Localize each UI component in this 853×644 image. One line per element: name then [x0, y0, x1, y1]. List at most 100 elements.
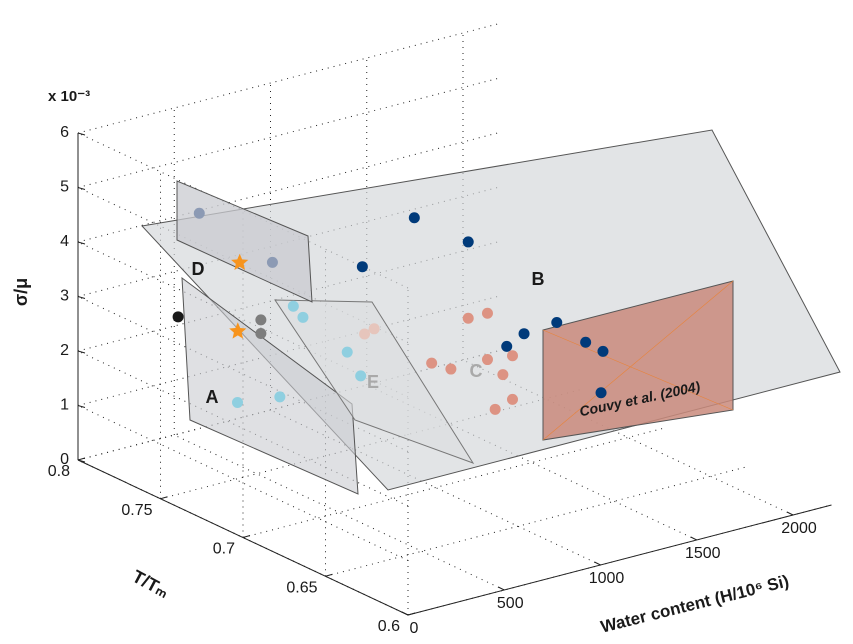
z-tick-label: 4 — [60, 233, 69, 250]
plane-e — [274, 299, 475, 464]
point — [518, 328, 530, 340]
axis-line — [407, 504, 832, 616]
grid-line — [462, 359, 794, 516]
point — [481, 307, 493, 319]
tick-mark — [690, 536, 697, 541]
point — [595, 387, 607, 399]
point — [193, 207, 205, 219]
tick-mark — [77, 457, 86, 461]
grid-line — [77, 22, 502, 134]
grid-line — [160, 388, 585, 500]
annotation: D — [192, 259, 205, 279]
couvy-diagonal — [542, 329, 734, 411]
tick-mark — [594, 561, 601, 566]
point — [359, 328, 371, 340]
x-tick-label: 1000 — [589, 570, 625, 587]
tick-mark — [498, 586, 505, 591]
plane-d — [176, 180, 313, 303]
marks-layer — [172, 207, 609, 415]
tick-mark — [160, 496, 168, 500]
couvy-diagonal — [542, 280, 734, 441]
grid-line — [77, 186, 502, 297]
point — [462, 312, 474, 324]
point — [355, 370, 367, 382]
z-axis-label: σ/μ — [11, 278, 31, 306]
tick-mark — [242, 535, 251, 538]
grid-line — [77, 405, 409, 561]
star-point — [231, 253, 249, 270]
point — [232, 396, 243, 408]
point — [597, 345, 609, 357]
grid-line — [270, 409, 601, 566]
annotation: C — [470, 361, 483, 381]
annotation: A — [206, 387, 219, 407]
grid-line — [77, 295, 502, 406]
point — [255, 327, 267, 339]
tick-mark — [786, 511, 794, 516]
z-tick-label: 2 — [60, 342, 69, 359]
tick-mark — [77, 459, 86, 463]
point — [341, 346, 353, 358]
x-tick-label: 0 — [410, 620, 419, 637]
point — [580, 336, 592, 348]
point — [368, 323, 380, 335]
point — [551, 316, 563, 328]
point — [172, 311, 184, 323]
grid-line — [174, 434, 505, 591]
grid-line — [325, 465, 750, 577]
point — [274, 391, 286, 403]
tick-mark — [77, 132, 86, 136]
z-tick-label: 6 — [60, 124, 69, 141]
grid-line — [77, 240, 502, 352]
point — [287, 300, 299, 312]
point — [266, 256, 278, 268]
point — [445, 363, 457, 375]
star-point — [229, 322, 247, 339]
y-axis-label: T/Tₘ — [129, 566, 172, 602]
z-tick-label: 1 — [60, 397, 69, 414]
tick-mark — [407, 612, 416, 616]
point — [507, 350, 518, 362]
y-tick-label: 0.65 — [286, 579, 317, 596]
y-tick-label: 0.7 — [213, 541, 235, 558]
annotation: B — [532, 269, 545, 289]
x-axis-label: Water content (H/10⁶ Si) — [599, 571, 791, 636]
tick-mark — [77, 405, 86, 408]
tick-mark — [77, 241, 86, 245]
annotation: E — [367, 372, 379, 392]
x-tick-label: 500 — [497, 595, 524, 612]
x-tick-label: 2000 — [781, 520, 817, 537]
grid-line — [77, 131, 502, 243]
y-tick-label: 0.75 — [121, 502, 152, 519]
point — [507, 393, 518, 405]
grid-line — [77, 349, 502, 461]
tick-mark — [77, 350, 86, 354]
x-tick-label: 1500 — [685, 545, 721, 562]
tick-mark — [77, 296, 86, 299]
plane-a — [181, 276, 359, 495]
point — [356, 261, 368, 273]
z-tick-label: 0 — [60, 451, 69, 468]
y-tick-label: 0.8 — [48, 463, 70, 480]
tick-mark — [325, 573, 333, 577]
point — [489, 403, 501, 415]
grid-line — [366, 384, 697, 541]
grid-line — [77, 77, 502, 188]
point — [297, 311, 309, 323]
point — [408, 212, 420, 224]
point — [497, 369, 509, 381]
point — [255, 314, 267, 326]
point — [481, 354, 493, 366]
point — [501, 340, 513, 352]
z-multiplier: x 10⁻³ — [48, 88, 90, 105]
tick-mark — [401, 611, 409, 616]
grid-line — [242, 427, 667, 538]
z-tick-label: 3 — [60, 288, 69, 305]
y-tick-label: 0.6 — [378, 618, 400, 635]
tick-mark — [77, 187, 86, 190]
z-tick-label: 5 — [60, 179, 69, 196]
point — [462, 236, 474, 248]
point — [426, 357, 438, 369]
